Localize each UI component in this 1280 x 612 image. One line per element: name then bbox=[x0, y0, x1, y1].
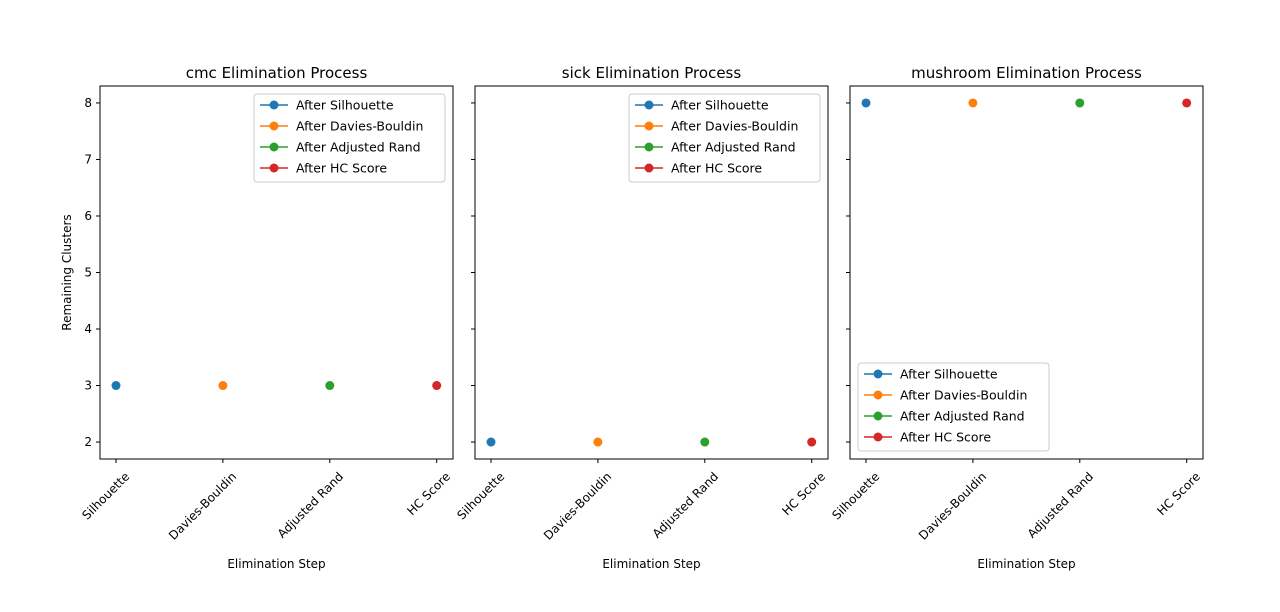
y-tick-label: 7 bbox=[84, 152, 92, 166]
y-tick-label: 2 bbox=[84, 435, 92, 449]
legend-label: After Adjusted Rand bbox=[296, 140, 421, 155]
legend-label: After Davies-Bouldin bbox=[296, 119, 423, 134]
legend: After Silhouette After Davies-Bouldin Afte… bbox=[628, 93, 821, 183]
data-point bbox=[111, 381, 121, 391]
legend: After Silhouette After Davies-Bouldin Afte… bbox=[253, 93, 446, 183]
legend-marker bbox=[269, 100, 279, 110]
legend-marker bbox=[644, 163, 654, 173]
legend-label: After Silhouette bbox=[296, 98, 394, 113]
legend-label: After HC Score bbox=[296, 161, 387, 176]
y-tick-label: 6 bbox=[84, 209, 92, 223]
subplot-title: cmc Elimination Process bbox=[186, 64, 368, 82]
axes-frame bbox=[99, 85, 454, 460]
data-point bbox=[1075, 98, 1085, 108]
legend-marker bbox=[873, 390, 883, 400]
legend-label: After Adjusted Rand bbox=[671, 140, 796, 155]
legend-frame bbox=[253, 93, 446, 183]
legend-label: After Silhouette bbox=[671, 98, 769, 113]
legend-marker bbox=[269, 142, 279, 152]
data-point bbox=[1182, 98, 1192, 108]
y-tick-label: 4 bbox=[84, 322, 92, 336]
legend-marker bbox=[873, 432, 883, 442]
subplot-title: sick Elimination Process bbox=[562, 64, 742, 82]
data-point bbox=[593, 437, 603, 447]
legend-marker bbox=[873, 411, 883, 421]
data-point bbox=[861, 98, 871, 108]
y-tick-label: 8 bbox=[84, 96, 92, 110]
data-point bbox=[807, 437, 817, 447]
y-axis-label: Remaining Clusters bbox=[60, 214, 74, 330]
subplot-title: mushroom Elimination Process bbox=[911, 64, 1142, 82]
x-axis-label: Elimination Step bbox=[227, 557, 325, 571]
data-point bbox=[968, 98, 978, 108]
legend-label: After HC Score bbox=[671, 161, 762, 176]
legend-marker bbox=[269, 121, 279, 131]
data-point bbox=[486, 437, 496, 447]
legend-label: After Adjusted Rand bbox=[900, 409, 1025, 424]
y-tick-label: 5 bbox=[84, 266, 92, 280]
legend-marker bbox=[873, 369, 883, 379]
x-axis-label: Elimination Step bbox=[977, 557, 1075, 571]
legend-label: After Silhouette bbox=[900, 367, 998, 382]
data-point bbox=[218, 381, 228, 391]
data-point bbox=[325, 381, 335, 391]
legend-marker bbox=[644, 100, 654, 110]
legend-label: After Davies-Bouldin bbox=[671, 119, 798, 134]
legend-label: After Davies-Bouldin bbox=[900, 388, 1027, 403]
x-axis-label: Elimination Step bbox=[602, 557, 700, 571]
legend-label: After HC Score bbox=[900, 430, 991, 445]
legend-marker bbox=[644, 121, 654, 131]
legend-frame bbox=[857, 362, 1050, 452]
legend-marker bbox=[644, 142, 654, 152]
y-tick-label: 3 bbox=[84, 379, 92, 393]
legend: After Silhouette After Davies-Bouldin Afte… bbox=[857, 362, 1050, 452]
legend-frame bbox=[628, 93, 821, 183]
data-point bbox=[432, 381, 442, 391]
legend-marker bbox=[269, 163, 279, 173]
axes-frame bbox=[474, 85, 829, 460]
data-point bbox=[700, 437, 710, 447]
axes-frame bbox=[849, 85, 1204, 460]
